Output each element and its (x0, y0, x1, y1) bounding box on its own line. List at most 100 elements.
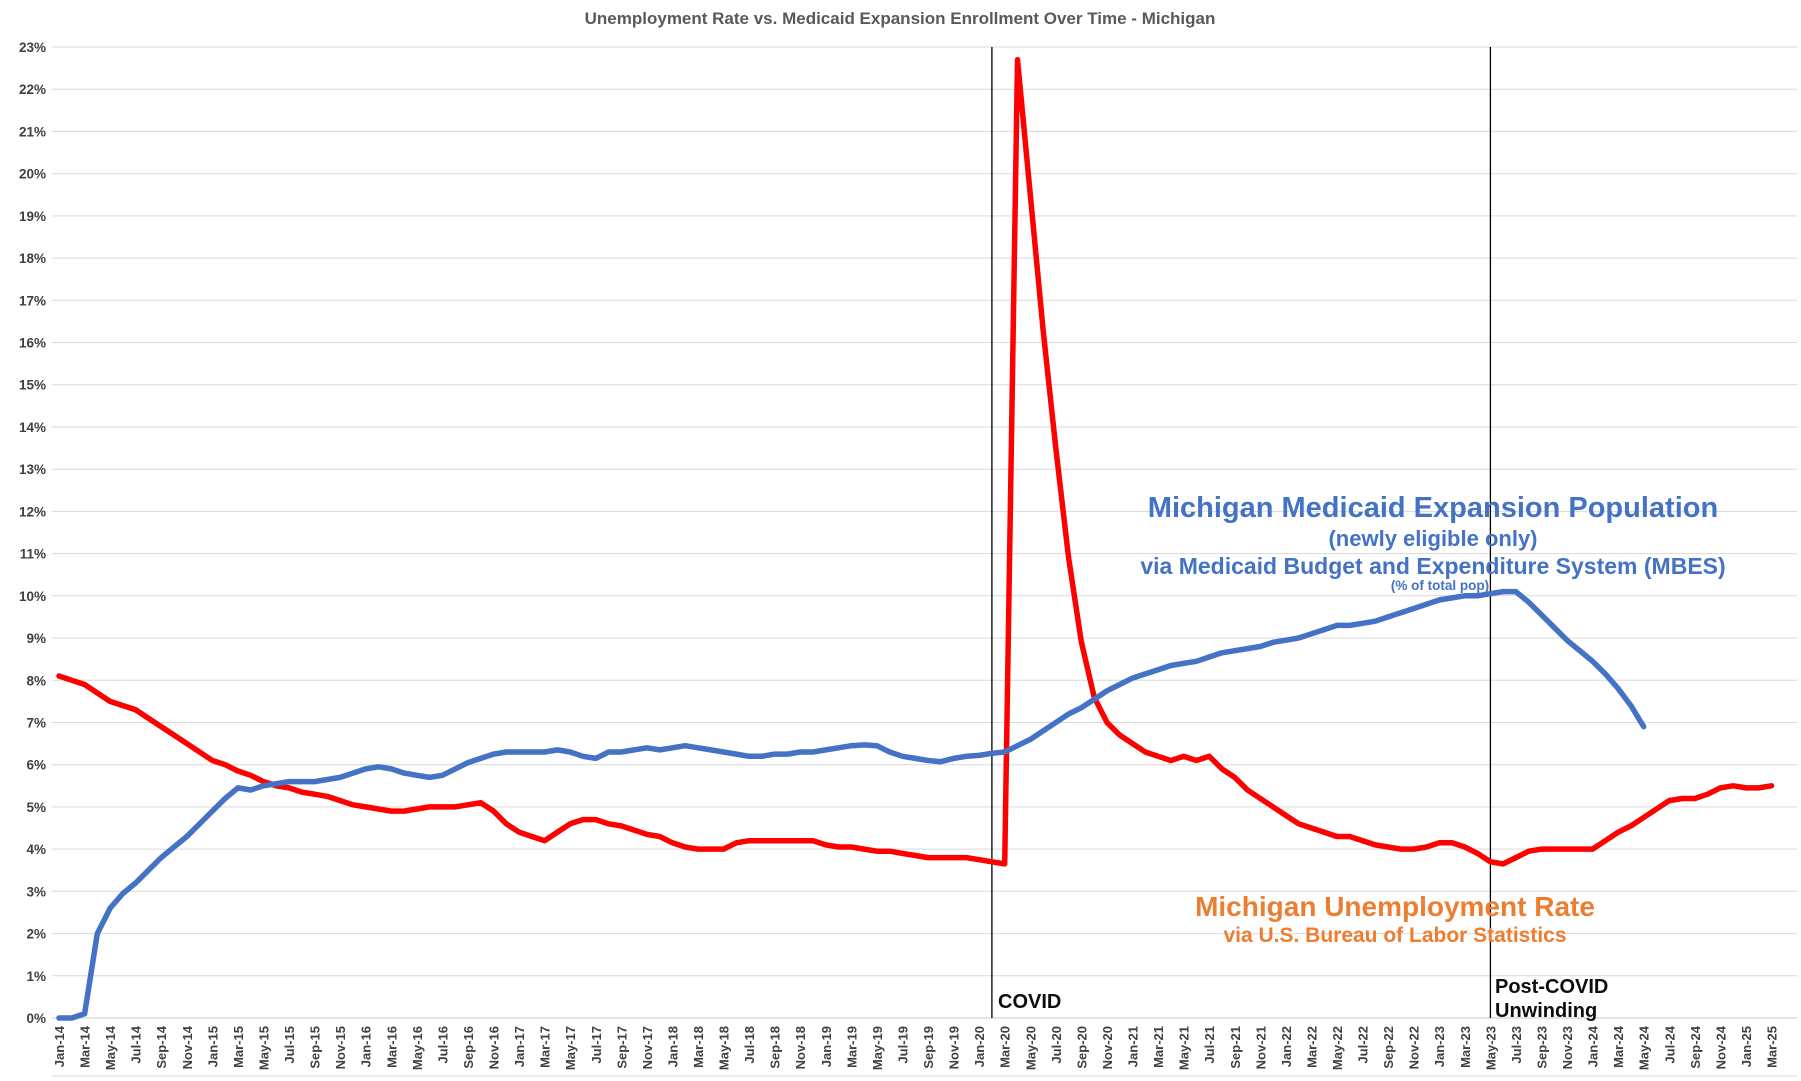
x-tick-label: Mar-22 (1304, 1026, 1319, 1068)
x-tick-label: Sep-18 (768, 1026, 783, 1069)
x-tick-label: Nov-21 (1253, 1026, 1268, 1069)
y-tick-label: 9% (26, 631, 46, 646)
covid-annotation-label: COVID (998, 991, 1061, 1013)
y-tick-label: 23% (19, 40, 46, 55)
x-tick-label: Jul-15 (282, 1026, 297, 1064)
x-tick-label: Mar-19 (844, 1026, 859, 1068)
medicaid-annotation-line3: via Medicaid Budget and Expenditure Syst… (1140, 553, 1725, 579)
y-tick-label: 21% (19, 124, 46, 139)
x-tick-label: Jul-16 (435, 1026, 450, 1064)
x-tick-label: Jan-21 (1126, 1026, 1141, 1067)
post-covid-unwinding-annotation-label: Post-COVID Unwinding (1495, 976, 1608, 1022)
x-tick-label: Nov-19 (947, 1026, 962, 1069)
x-tick-label: Sep-23 (1535, 1026, 1550, 1069)
annotation-vertical-lines (991, 47, 1492, 1018)
x-tick-label: Mar-17 (538, 1026, 553, 1068)
x-tick-label: Sep-22 (1381, 1026, 1396, 1069)
x-tick-label: Jan-20 (972, 1026, 987, 1067)
x-tick-label: Sep-16 (461, 1026, 476, 1069)
x-tick-label: Mar-25 (1765, 1026, 1780, 1068)
x-tick-label: Mar-14 (78, 1025, 93, 1068)
y-tick-label: 1% (26, 969, 46, 984)
x-tick-label: Nov-20 (1100, 1026, 1115, 1069)
x-tick-label: Jan-16 (359, 1026, 374, 1067)
x-tick-label: Jan-15 (205, 1026, 220, 1067)
x-tick-label: Jan-24 (1586, 1025, 1601, 1067)
x-tick-label: Jul-19 (896, 1026, 911, 1064)
michigan-medicaid-expansion-population-line (56, 588, 1647, 1021)
y-tick-label: 11% (20, 547, 46, 562)
gridlines (52, 46, 1797, 1077)
y-tick-label: 18% (19, 251, 46, 266)
x-tick-label: May-22 (1330, 1026, 1345, 1070)
unemployment-annotation-line1: Michigan Unemployment Rate (1195, 891, 1595, 922)
y-tick-label: 15% (19, 378, 46, 393)
post-covid-label-line2: Unwinding (1495, 1000, 1597, 1022)
x-tick-label: Jul-20 (1049, 1026, 1064, 1064)
medicaid-annotation-line2: (newly eligible only) (1328, 526, 1537, 551)
x-tick-label: Nov-24 (1713, 1025, 1728, 1069)
x-tick-label: Jan-22 (1279, 1026, 1294, 1067)
x-tick-label: Sep-17 (614, 1026, 629, 1069)
x-tick-label: Sep-19 (921, 1026, 936, 1069)
medicaid-annotation-line1: Michigan Medicaid Expansion Population (1148, 492, 1718, 524)
x-tick-label: Nov-18 (793, 1026, 808, 1069)
x-tick-label: Jul-23 (1509, 1026, 1524, 1064)
y-axis-tick-labels: 0% 1% 2% 3% 4% 5% 6% 7% 8% 9% 10% 11% 12% 13% 14% 15% 16… (19, 40, 46, 1026)
x-tick-label: May-15 (257, 1026, 272, 1070)
y-tick-label: 16% (19, 336, 46, 351)
x-tick-label: Nov-22 (1407, 1026, 1422, 1069)
y-tick-label: 4% (26, 842, 46, 857)
x-tick-label: Jan-19 (819, 1026, 834, 1067)
x-tick-label: Sep-15 (308, 1026, 323, 1069)
x-tick-label: Sep-20 (1074, 1026, 1089, 1069)
x-tick-label: Sep-14 (154, 1025, 169, 1068)
x-tick-label: Nov-16 (487, 1026, 502, 1069)
x-tick-label: Jul-17 (589, 1026, 604, 1064)
y-tick-label: 8% (26, 673, 46, 688)
x-tick-label: Mar-20 (998, 1026, 1013, 1068)
data-series-lines (56, 56, 1775, 1021)
x-tick-label: May-20 (1023, 1026, 1038, 1070)
y-tick-label: 6% (26, 758, 46, 773)
x-tick-label: Jul-24 (1662, 1025, 1677, 1063)
y-tick-label: 7% (26, 716, 46, 731)
unemployment-annotation-line2: via U.S. Bureau of Labor Statistics (1223, 924, 1566, 947)
y-tick-label: 13% (19, 462, 46, 477)
y-tick-label: 2% (26, 927, 46, 942)
y-tick-label: 0% (26, 1011, 46, 1026)
x-tick-label: May-19 (870, 1026, 885, 1070)
x-tick-label: May-17 (563, 1026, 578, 1070)
x-tick-label: Nov-14 (180, 1025, 195, 1069)
x-tick-label: Jul-22 (1356, 1026, 1371, 1064)
y-tick-label: 20% (19, 167, 46, 182)
chart-title: Unemployment Rate vs. Medicaid Expansion… (585, 9, 1216, 28)
covid-label: COVID (998, 991, 1061, 1013)
y-tick-label: 5% (26, 800, 46, 815)
x-tick-label: Jul-21 (1202, 1026, 1217, 1064)
x-tick-label: Mar-24 (1611, 1025, 1626, 1068)
x-tick-label: Mar-23 (1458, 1026, 1473, 1068)
x-tick-label: May-14 (103, 1025, 118, 1070)
x-tick-label: May-18 (717, 1026, 732, 1070)
x-tick-label: Jul-14 (129, 1025, 144, 1063)
x-tick-label: Nov-15 (333, 1026, 348, 1069)
x-tick-label: Jan-25 (1739, 1026, 1754, 1067)
x-axis-tick-labels: Jan-14 Mar-14 May-14 Jul-14 Sep-14 Nov-14 Jan-… (52, 1025, 1780, 1070)
y-tick-label: 22% (19, 82, 46, 97)
x-tick-label: Jan-23 (1432, 1026, 1447, 1067)
x-tick-label: Jan-14 (52, 1025, 67, 1067)
y-tick-label: 14% (19, 420, 46, 435)
y-tick-label: 17% (19, 293, 46, 308)
x-tick-label: Jul-18 (742, 1026, 757, 1064)
post-covid-label-line1: Post-COVID (1495, 976, 1608, 998)
medicaid-series-annotation: Michigan Medicaid Expansion Population (… (1140, 492, 1725, 593)
y-tick-label: 19% (19, 209, 46, 224)
x-tick-label: Mar-16 (384, 1026, 399, 1068)
medicaid-annotation-line4: (% of total pop) (1391, 578, 1489, 593)
x-tick-label: Mar-15 (231, 1026, 246, 1068)
x-tick-label: Mar-18 (691, 1026, 706, 1068)
x-tick-label: Nov-23 (1560, 1026, 1575, 1069)
